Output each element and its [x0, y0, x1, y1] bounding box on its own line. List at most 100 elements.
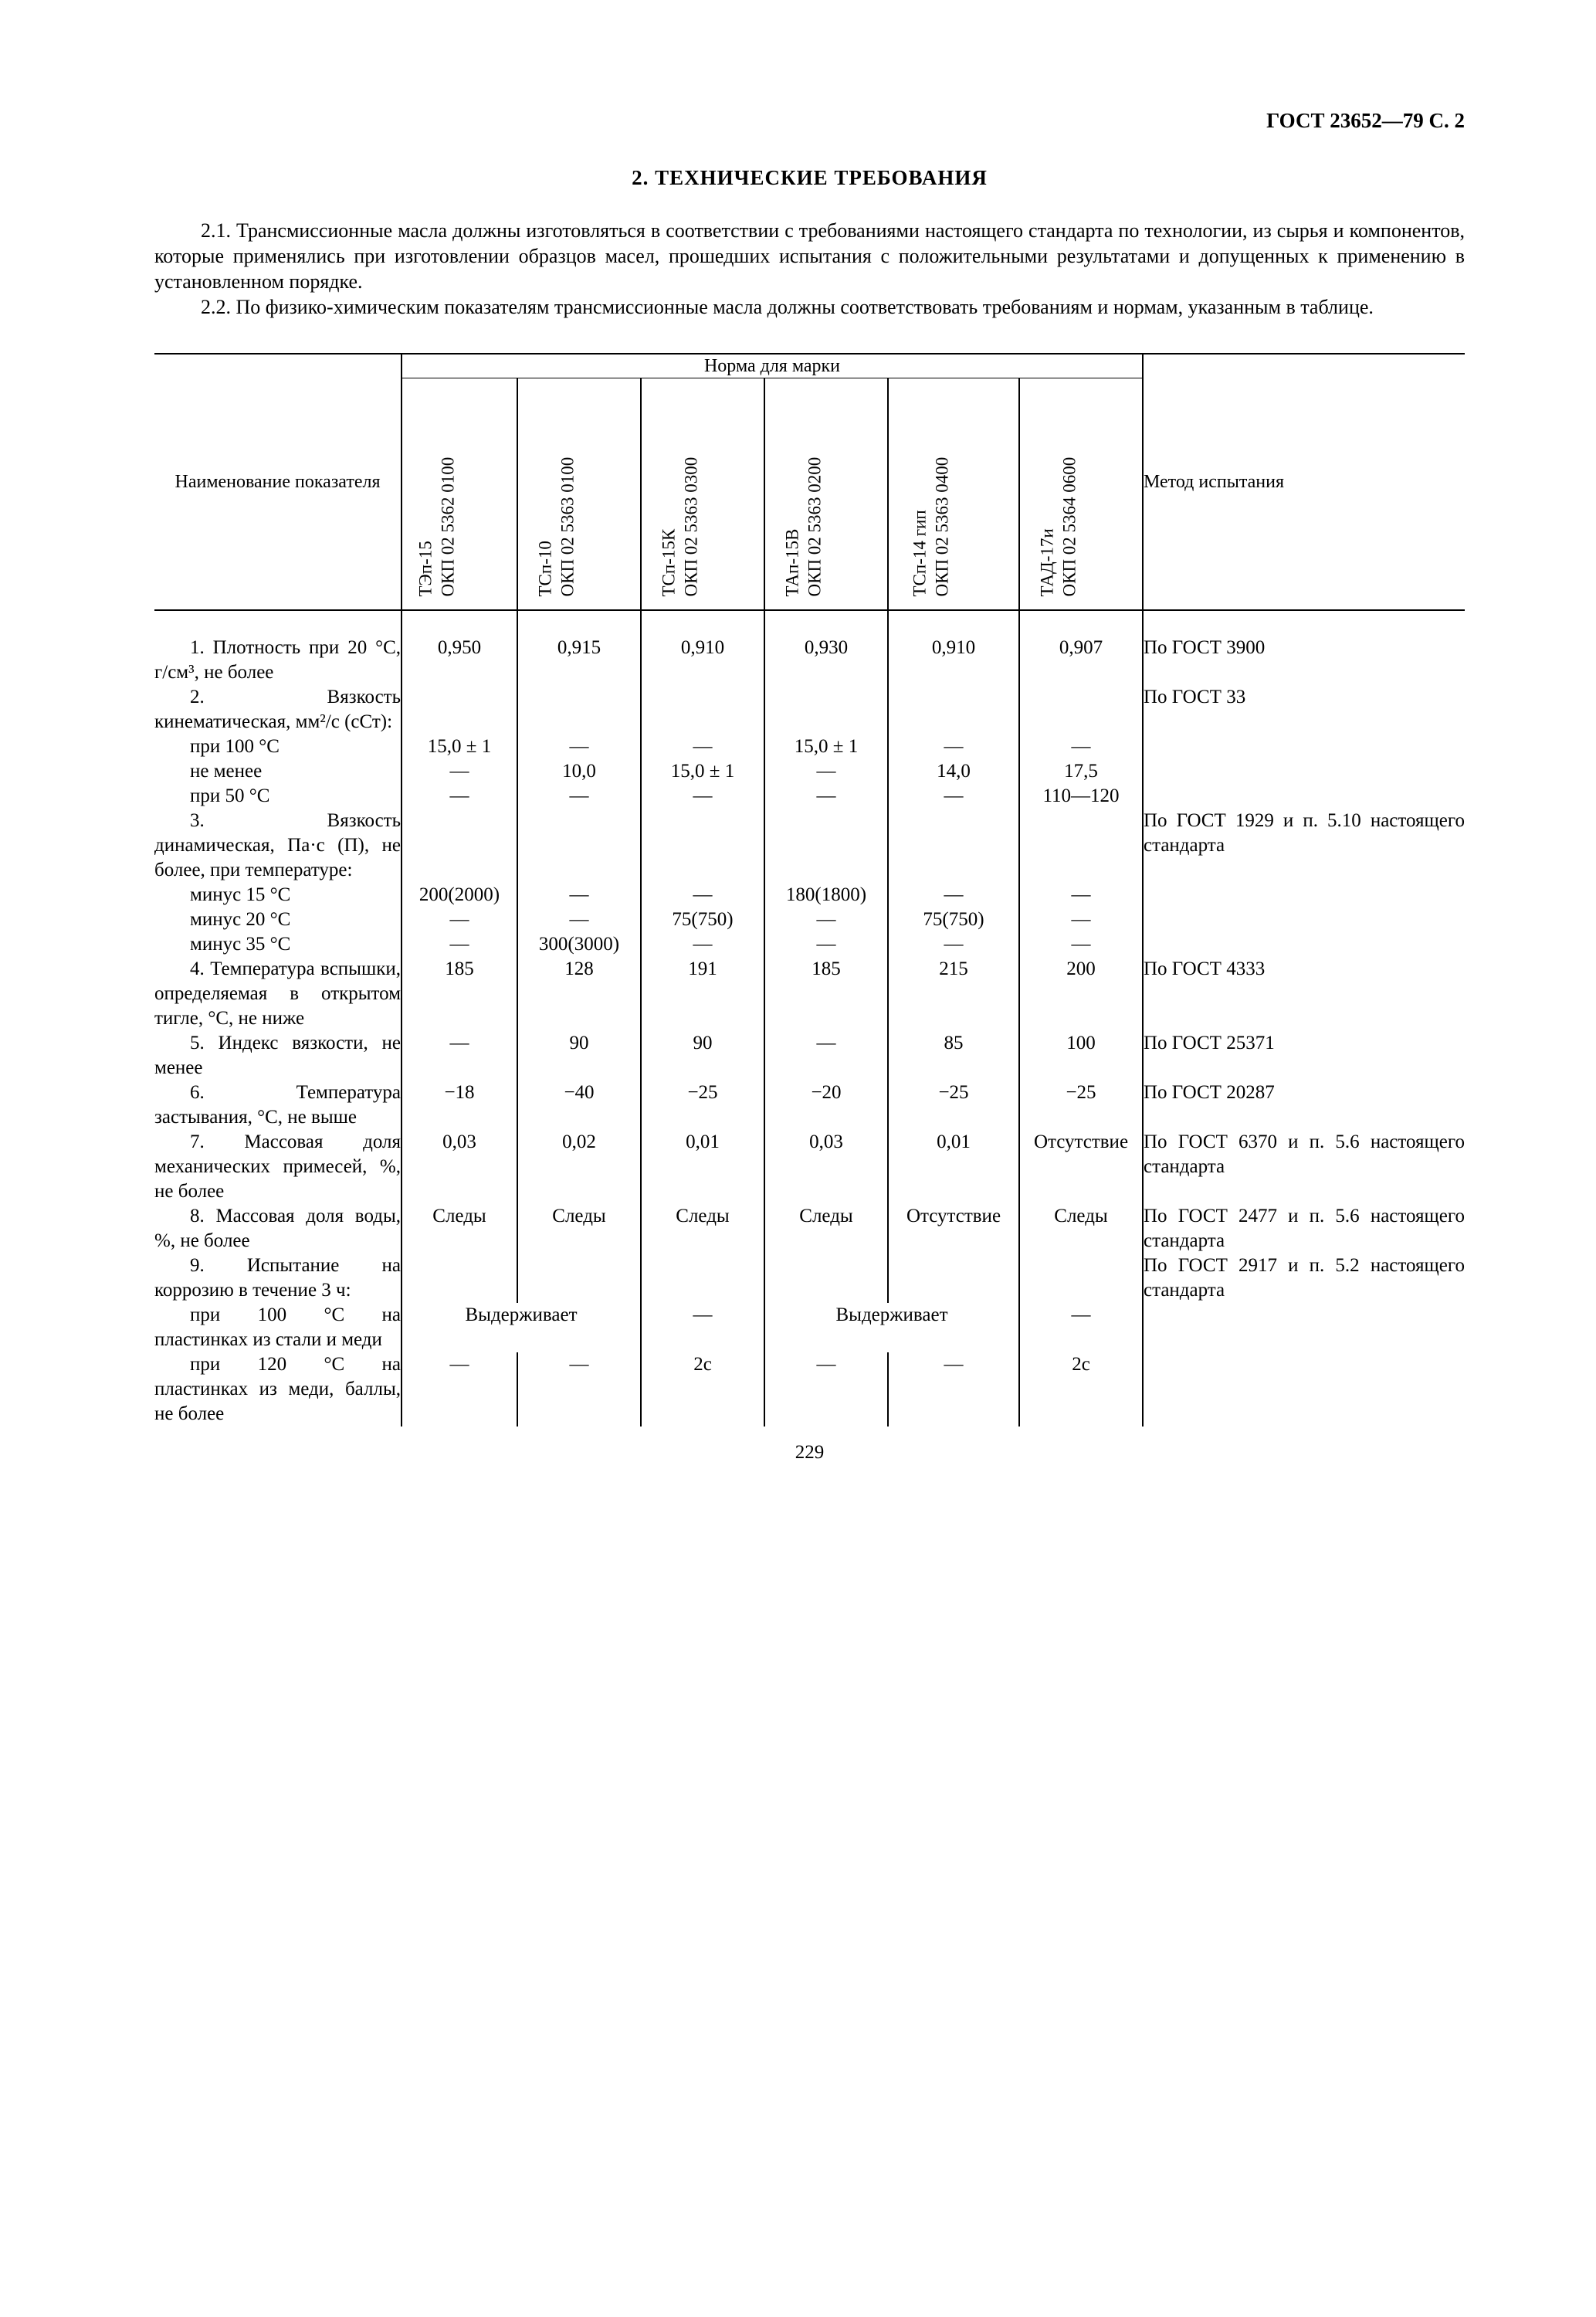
- value-cell: Следы: [402, 1204, 517, 1253]
- section-title: 2. ТЕХНИЧЕСКИЕ ТРЕБОВАНИЯ: [154, 165, 1465, 192]
- th-name-text: Наименование показателя: [175, 470, 381, 494]
- value-cell: 15,0 ± 1: [764, 734, 888, 759]
- table-row: минус 35 °С—300(3000)————: [154, 932, 1465, 957]
- value-cell: [402, 1253, 517, 1303]
- value-cell: 200(2000): [402, 883, 517, 907]
- row-name: минус 20 °С: [154, 907, 402, 932]
- mark-3: ТАп-15В: [783, 529, 802, 597]
- value-cell: —: [888, 734, 1019, 759]
- value-cell: [888, 1253, 1019, 1303]
- okp-3: ОКП 02 5363 0200: [805, 457, 824, 597]
- row-name: 5. Индекс вязкости, не менее: [154, 1031, 402, 1080]
- method-cell: По ГОСТ 20287: [1143, 1080, 1465, 1130]
- table-row: не менее—10,015,0 ± 1—14,017,5: [154, 759, 1465, 784]
- mark-4: ТСп-14 гип: [910, 510, 930, 596]
- method-cell: [1143, 784, 1465, 809]
- value-cell: [1019, 809, 1143, 883]
- method-cell: По ГОСТ 2917 и п. 5.2 настоящего стандар…: [1143, 1253, 1465, 1303]
- method-cell: По ГОСТ 1929 и п. 5.10 настоящего станда…: [1143, 809, 1465, 883]
- value-cell: 17,5: [1019, 759, 1143, 784]
- value-cell: —: [764, 1031, 888, 1080]
- row-name: при 100 °С на пластинках из стали и меди: [154, 1303, 402, 1352]
- method-cell: [1143, 759, 1465, 784]
- method-cell: По ГОСТ 2477 и п. 5.6 настоящего стандар…: [1143, 1204, 1465, 1253]
- value-cell: —: [1019, 883, 1143, 907]
- value-cell: 180(1800): [764, 883, 888, 907]
- th-name: Наименование показателя: [154, 354, 402, 610]
- value-cell: −18: [402, 1080, 517, 1130]
- value-cell: 185: [402, 957, 517, 1031]
- value-cell: 15,0 ± 1: [402, 734, 517, 759]
- value-cell: [888, 685, 1019, 734]
- row-name: 3. Вязкость динамическая, Па·с (П), не б…: [154, 809, 402, 883]
- row-name: 7. Массовая доля механических примесей, …: [154, 1130, 402, 1204]
- value-cell: —: [1019, 932, 1143, 957]
- method-cell: [1143, 734, 1465, 759]
- paragraph-2-2: 2.2. По физико-химическим показателям тр…: [154, 294, 1465, 320]
- value-cell: 0,02: [517, 1130, 641, 1204]
- value-cell: —: [764, 932, 888, 957]
- value-cell: 0,915: [517, 636, 641, 685]
- value-cell: —: [888, 883, 1019, 907]
- value-cell: [888, 809, 1019, 883]
- th-col-0: ТЭп-15 ОКП 02 5362 0100: [402, 378, 517, 610]
- value-cell: Следы: [1019, 1204, 1143, 1253]
- table-row: минус 20 °С——75(750)—75(750)—: [154, 907, 1465, 932]
- spec-table: Наименование показателя Норма для марки …: [154, 353, 1465, 1426]
- th-col-5: ТАД-17и ОКП 02 5364 0600: [1019, 378, 1143, 610]
- value-cell: [641, 685, 764, 734]
- okp-4: ОКП 02 5363 0400: [932, 457, 951, 597]
- value-cell: Следы: [517, 1204, 641, 1253]
- value-cell: —: [1019, 1303, 1143, 1352]
- value-cell: [517, 1253, 641, 1303]
- th-col-4: ТСп-14 гип ОКП 02 5363 0400: [888, 378, 1019, 610]
- value-cell: [764, 809, 888, 883]
- value-cell: Выдерживает: [764, 1303, 1019, 1352]
- mark-1: ТСп-10: [536, 541, 555, 596]
- th-col-3: ТАп-15В ОКП 02 5363 0200: [764, 378, 888, 610]
- table-row: 4. Температура вспышки, определяемая в о…: [154, 957, 1465, 1031]
- th-col-2: ТСп-15К ОКП 02 5363 0300: [641, 378, 764, 610]
- okp-2: ОКП 02 5363 0300: [681, 457, 700, 597]
- row-name: минус 35 °С: [154, 932, 402, 957]
- value-cell: —: [402, 907, 517, 932]
- th-col-1: ТСп-10 ОКП 02 5363 0100: [517, 378, 641, 610]
- value-cell: [517, 685, 641, 734]
- value-cell: 14,0: [888, 759, 1019, 784]
- value-cell: —: [402, 1031, 517, 1080]
- value-cell: 110—120: [1019, 784, 1143, 809]
- value-cell: 90: [517, 1031, 641, 1080]
- row-name: 1. Плотность при 20 °С, г/см³, не более: [154, 636, 402, 685]
- row-name: при 50 °С: [154, 784, 402, 809]
- table-row: 5. Индекс вязкости, не менее—9090—85100П…: [154, 1031, 1465, 1080]
- value-cell: 0,01: [888, 1130, 1019, 1204]
- method-cell: [1143, 1303, 1465, 1352]
- method-cell: [1143, 932, 1465, 957]
- value-cell: 75(750): [888, 907, 1019, 932]
- value-cell: [641, 809, 764, 883]
- value-cell: Выдерживает: [402, 1303, 641, 1352]
- table-row: 7. Массовая доля механических примесей, …: [154, 1130, 1465, 1204]
- table-row: минус 15 °С200(2000)——180(1800)——: [154, 883, 1465, 907]
- value-cell: 185: [764, 957, 888, 1031]
- method-cell: [1143, 907, 1465, 932]
- value-cell: [764, 1253, 888, 1303]
- row-name: при 120 °С на пластинках из меди, баллы,…: [154, 1352, 402, 1426]
- table-row: при 100 °С на пластинках из стали и меди…: [154, 1303, 1465, 1352]
- th-norma: Норма для марки: [402, 354, 1143, 378]
- value-cell: 300(3000): [517, 932, 641, 957]
- value-cell: —: [402, 932, 517, 957]
- row-name: 4. Температура вспышки, определяемая в о…: [154, 957, 402, 1031]
- value-cell: −25: [1019, 1080, 1143, 1130]
- value-cell: —: [517, 734, 641, 759]
- value-cell: —: [888, 784, 1019, 809]
- paragraph-2-1: 2.1. Трансмиссионные масла должны изгото…: [154, 218, 1465, 295]
- mark-2: ТСп-15К: [659, 529, 679, 597]
- value-cell: —: [888, 1352, 1019, 1426]
- value-cell: —: [641, 784, 764, 809]
- value-cell: 0,910: [888, 636, 1019, 685]
- method-cell: [1143, 883, 1465, 907]
- method-cell: По ГОСТ 4333: [1143, 957, 1465, 1031]
- value-cell: [517, 809, 641, 883]
- value-cell: —: [641, 883, 764, 907]
